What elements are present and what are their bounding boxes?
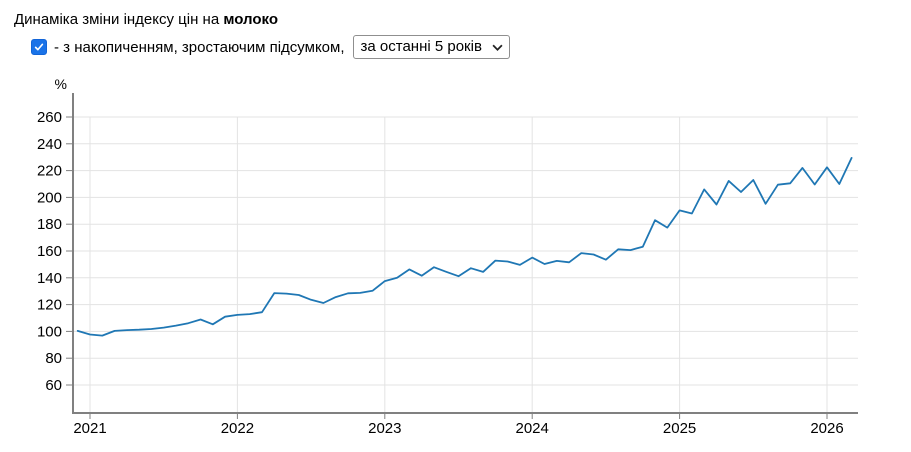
y-tick-label: 160 <box>37 243 62 260</box>
x-tick-label: 2024 <box>516 420 549 437</box>
title-text: Динаміка зміни індексу цін на <box>14 11 224 28</box>
period-select-wrap: за останні 5 років <box>352 35 510 59</box>
series-line <box>76 157 853 337</box>
y-tick-label: 100 <box>37 323 62 340</box>
x-tick-label: 2022 <box>221 420 254 437</box>
y-tick-label: 80 <box>45 350 62 367</box>
y-tick-label: 200 <box>37 189 62 206</box>
y-tick-label: 180 <box>37 216 62 233</box>
y-tick-label: 140 <box>37 270 62 287</box>
x-tick-label: 2023 <box>368 420 401 437</box>
y-tick-label: 220 <box>37 163 62 180</box>
title-product: молоко <box>223 11 278 28</box>
controls-row: - з накопиченням, зростаючим підсумком, … <box>31 35 510 59</box>
y-tick-label: 240 <box>37 136 62 153</box>
x-tick-label: 2026 <box>810 420 843 437</box>
y-tick-label: 120 <box>37 297 62 314</box>
y-tick-label: 260 <box>37 109 62 126</box>
y-axis-unit-label: % <box>55 76 67 92</box>
accumulation-label: - з накопиченням, зростаючим підсумком, <box>54 38 345 56</box>
accumulation-checkbox[interactable] <box>31 39 47 55</box>
check-icon <box>34 43 44 51</box>
header: Динаміка зміни індексу цін на молоко - з… <box>14 10 510 59</box>
period-select[interactable]: за останні 5 років <box>352 35 510 59</box>
x-tick-label: 2025 <box>663 420 696 437</box>
x-tick-label: 2021 <box>73 420 106 437</box>
page-title: Динаміка зміни індексу цін на молоко <box>14 10 510 29</box>
y-tick-label: 60 <box>45 377 62 394</box>
